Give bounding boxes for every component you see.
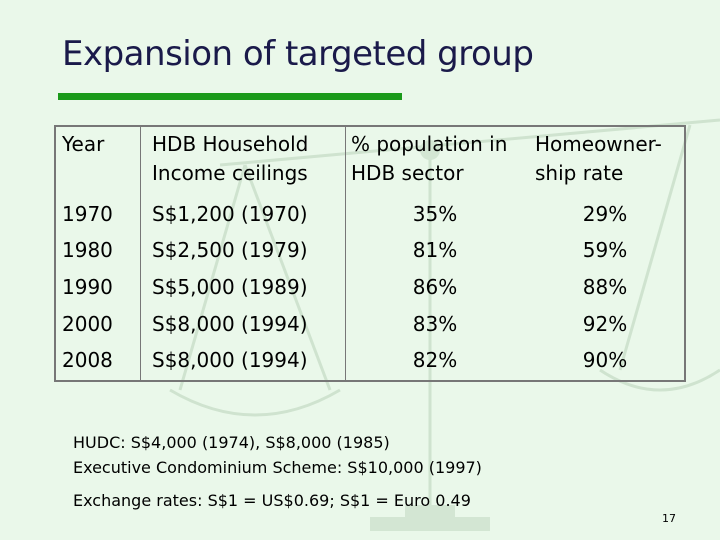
note-executive-condominium: Executive Condominium Scheme: S$10,000 (… (73, 458, 482, 477)
header-population-line1: % population in (351, 132, 508, 156)
header-income-ceiling-line2: Income ceilings (152, 161, 308, 185)
cell-income-ceiling: S$5,000 (1989) (152, 275, 308, 299)
cell-income-ceiling: S$8,000 (1994) (152, 312, 308, 336)
cell-year: 2008 (62, 348, 113, 372)
cell-homeownership: 88% (582, 275, 628, 299)
cell-income-ceiling: S$8,000 (1994) (152, 348, 308, 372)
page-number: 17 (662, 512, 676, 525)
cell-year: 1980 (62, 238, 113, 262)
cell-year: 2000 (62, 312, 113, 336)
header-homeownership-line2: ship rate (535, 161, 624, 185)
cell-income-ceiling: S$2,500 (1979) (152, 238, 308, 262)
cell-population: 82% (412, 348, 458, 372)
header-homeownership-line1: Homeowner- (535, 132, 662, 156)
header-income-ceiling-line1: HDB Household (152, 132, 309, 156)
cell-population: 83% (412, 312, 458, 336)
data-table-border (54, 125, 686, 382)
header-year: Year (62, 132, 105, 156)
cell-year: 1970 (62, 202, 113, 226)
cell-homeownership: 29% (582, 202, 628, 226)
footnotes: HUDC: S$4,000 (1974), S$8,000 (1985) Exe… (73, 430, 482, 513)
column-divider (345, 125, 346, 382)
note-exchange-rates: Exchange rates: S$1 = US$0.69; S$1 = Eur… (73, 491, 471, 510)
cell-population: 86% (412, 275, 458, 299)
title-underline (58, 93, 402, 100)
cell-population: 35% (412, 202, 458, 226)
slide-title: Expansion of targeted group (62, 34, 534, 74)
cell-income-ceiling: S$1,200 (1970) (152, 202, 308, 226)
column-divider (140, 125, 141, 382)
header-population-line2: HDB sector (351, 161, 464, 185)
note-hudc: HUDC: S$4,000 (1974), S$8,000 (1985) (73, 433, 390, 452)
cell-population: 81% (412, 238, 458, 262)
cell-year: 1990 (62, 275, 113, 299)
cell-homeownership: 92% (582, 312, 628, 336)
cell-homeownership: 90% (582, 348, 628, 372)
cell-homeownership: 59% (582, 238, 628, 262)
